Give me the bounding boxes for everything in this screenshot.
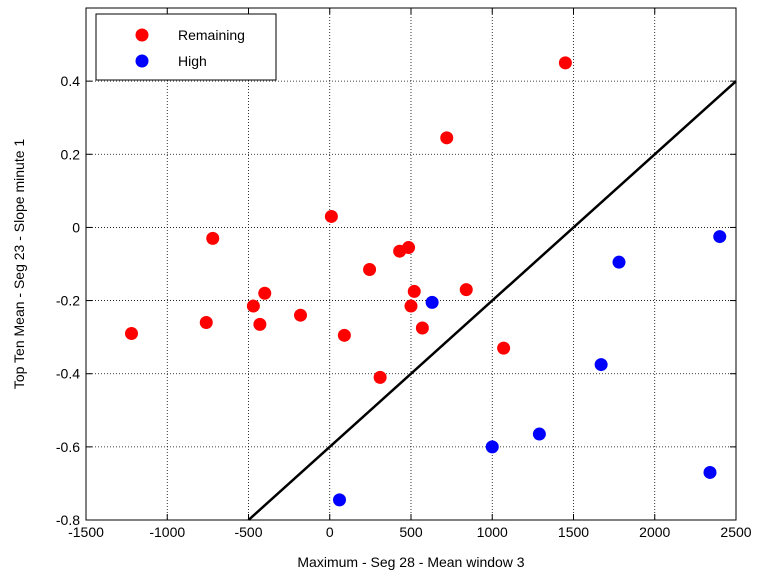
y-tick-label: -0.6 [56, 439, 80, 455]
point [246, 299, 260, 313]
x-tick-label: -1000 [149, 524, 185, 540]
point [425, 295, 439, 309]
x-tick-label: -1500 [68, 524, 104, 540]
point [125, 326, 138, 340]
x-tick-label: 1000 [477, 524, 508, 540]
x-tick-label: -500 [234, 524, 262, 540]
point [415, 321, 429, 335]
y-tick-label: -0.4 [56, 366, 80, 382]
point [337, 328, 351, 342]
point [440, 131, 454, 145]
point [199, 316, 213, 330]
point [333, 493, 346, 507]
point [485, 440, 499, 454]
legend-label: High [178, 53, 207, 69]
x-axis-label: Maximum - Seg 28 - Mean window 3 [297, 554, 524, 570]
point [497, 341, 511, 355]
legend-box [95, 13, 277, 81]
point [402, 241, 416, 255]
point [404, 299, 418, 313]
y-tick-label: -0.8 [56, 512, 80, 528]
x-tick-label: 1500 [558, 524, 589, 540]
legend-marker [135, 28, 149, 42]
point [206, 231, 220, 245]
point [532, 427, 546, 441]
point [612, 255, 626, 269]
point [294, 308, 307, 322]
y-axis-label: Top Ten Mean - Seg 23 - Slope minute 1 [11, 139, 27, 390]
y-tick-label: -0.2 [56, 293, 80, 309]
point [594, 358, 608, 372]
reference-line [247, 80, 737, 521]
point [363, 262, 377, 276]
x-tick-label: 2000 [639, 524, 670, 540]
point [253, 317, 267, 331]
point [324, 209, 338, 223]
point [459, 283, 473, 297]
x-tick-label: 500 [399, 524, 423, 540]
y-tick-label: 0 [72, 219, 80, 235]
legend-label: Remaining [178, 27, 245, 43]
point [703, 465, 717, 479]
x-tick-label: 0 [326, 524, 334, 540]
point [713, 230, 727, 244]
y-tick-label: 0.2 [61, 146, 81, 162]
plot-frame [85, 7, 737, 521]
y-tick-label: 0.4 [61, 73, 81, 89]
point [373, 370, 387, 384]
x-tick-label: 2500 [720, 524, 751, 540]
point [558, 56, 572, 70]
point [407, 284, 421, 298]
legend-marker [135, 54, 149, 68]
point [258, 286, 272, 300]
